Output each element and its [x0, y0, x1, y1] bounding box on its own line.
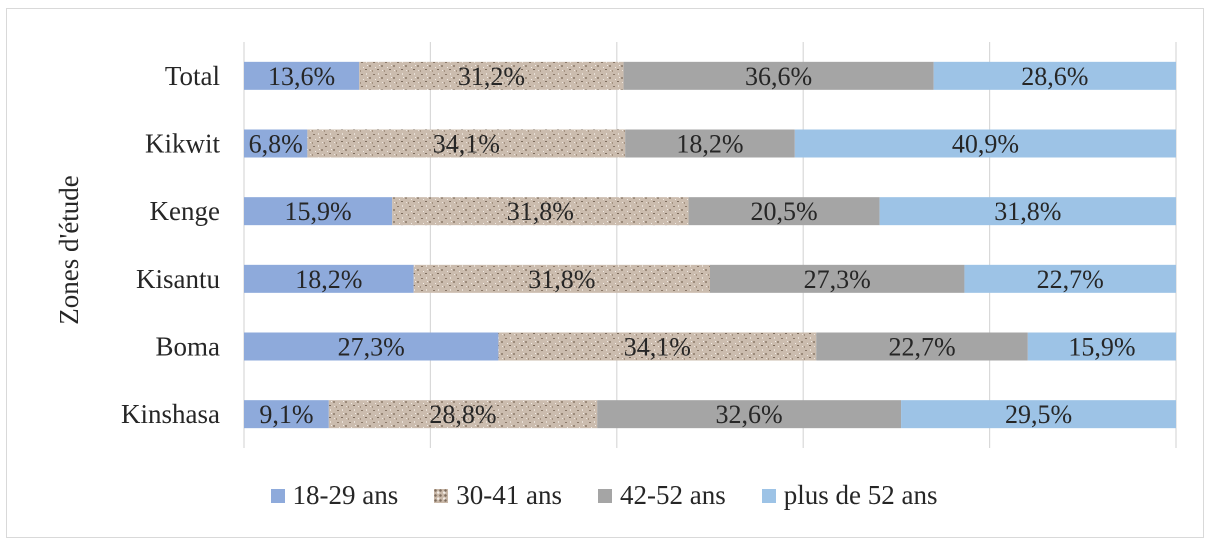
- bar-segment: [244, 264, 414, 293]
- grid-lines: [243, 42, 1177, 448]
- data-label: 31,8%: [528, 265, 595, 294]
- bar-segment: [688, 197, 880, 226]
- data-label: 27,3%: [804, 265, 871, 294]
- bar-segment: [901, 400, 1176, 429]
- bar-segment: [307, 129, 626, 158]
- legend-item: 42-52 ans: [598, 480, 726, 511]
- category-label: Kenge: [150, 196, 220, 226]
- bar-segment: [244, 197, 393, 226]
- bar-segment: [933, 61, 1176, 90]
- data-label: 18,2%: [676, 130, 743, 159]
- bar-segment: [710, 264, 965, 293]
- legend-label: 42-52 ans: [620, 480, 726, 510]
- data-label: 36,6%: [745, 62, 812, 91]
- data-label: 15,9%: [1068, 333, 1135, 362]
- legend-swatch: [761, 488, 776, 503]
- category-label: Kikwit: [145, 129, 221, 159]
- legend-item: plus de 52 ans: [761, 480, 938, 511]
- bar-segment: [328, 400, 598, 429]
- bar-segment: [244, 61, 360, 90]
- legend-label: 30-41 ans: [456, 480, 562, 510]
- legend-label: 18-29 ans: [292, 480, 399, 510]
- data-label: 9,1%: [259, 400, 313, 429]
- data-label: 31,2%: [458, 62, 525, 91]
- data-label: 22,7%: [1037, 265, 1104, 294]
- legend-swatch: [270, 488, 285, 503]
- data-label: 28,6%: [1021, 62, 1088, 91]
- bar-segment: [413, 264, 710, 293]
- legend-item: 30-41 ans: [434, 480, 562, 511]
- category-label: Kisantu: [136, 264, 220, 294]
- data-label: 29,5%: [1005, 400, 1072, 429]
- bar-segment: [879, 197, 1176, 226]
- bar-segment: [359, 61, 624, 90]
- bar-segment: [794, 129, 1176, 158]
- legend: 18-29 ans 30-41 ans 42-52 ans plus de 52 an…: [0, 480, 1208, 511]
- bar-segment: [498, 332, 817, 361]
- category-label: Total: [165, 61, 220, 91]
- category-label: Boma: [156, 332, 221, 362]
- data-label: 32,6%: [716, 400, 783, 429]
- y-axis-title: Zones d'étude: [54, 175, 84, 325]
- bar-segment: [244, 129, 308, 158]
- data-label: 31,8%: [507, 197, 574, 226]
- data-label: 20,5%: [751, 197, 818, 226]
- data-label: 40,9%: [952, 130, 1019, 159]
- bar-segment: [816, 332, 1028, 361]
- data-label: 18,2%: [295, 265, 362, 294]
- data-labels: 13,6% 31,2% 36,6% 28,6% 6,8% 34,1% 18,2% 40,9% 1…: [249, 62, 1136, 429]
- bar-segment: [244, 400, 329, 429]
- data-label: 22,7%: [888, 333, 955, 362]
- bar-segment: [623, 61, 934, 90]
- legend-label: plus de 52 ans: [783, 480, 938, 510]
- data-label: 6,8%: [249, 130, 303, 159]
- data-label: 27,3%: [338, 333, 405, 362]
- data-label: 28,8%: [429, 400, 496, 429]
- category-label: Kinshasa: [121, 399, 220, 429]
- data-label: 15,9%: [285, 197, 352, 226]
- bars: [244, 61, 1176, 429]
- data-label: 34,1%: [624, 333, 691, 362]
- category-labels: Total Kikwit Kenge Kisantu Boma Kinshasa: [121, 61, 220, 429]
- bar-segment: [597, 400, 902, 429]
- data-label: 13,6%: [268, 62, 335, 91]
- bar-segment: [964, 264, 1176, 293]
- bar-segment: [1027, 332, 1176, 361]
- data-label: 34,1%: [433, 130, 500, 159]
- legend-item: 18-29 ans: [270, 480, 399, 511]
- data-label: 31,8%: [994, 197, 1061, 226]
- legend-swatch: [434, 488, 449, 503]
- bar-segment: [625, 129, 795, 158]
- bar-segment: [392, 197, 689, 226]
- legend-swatch: [598, 488, 612, 503]
- bar-segment: [244, 332, 499, 361]
